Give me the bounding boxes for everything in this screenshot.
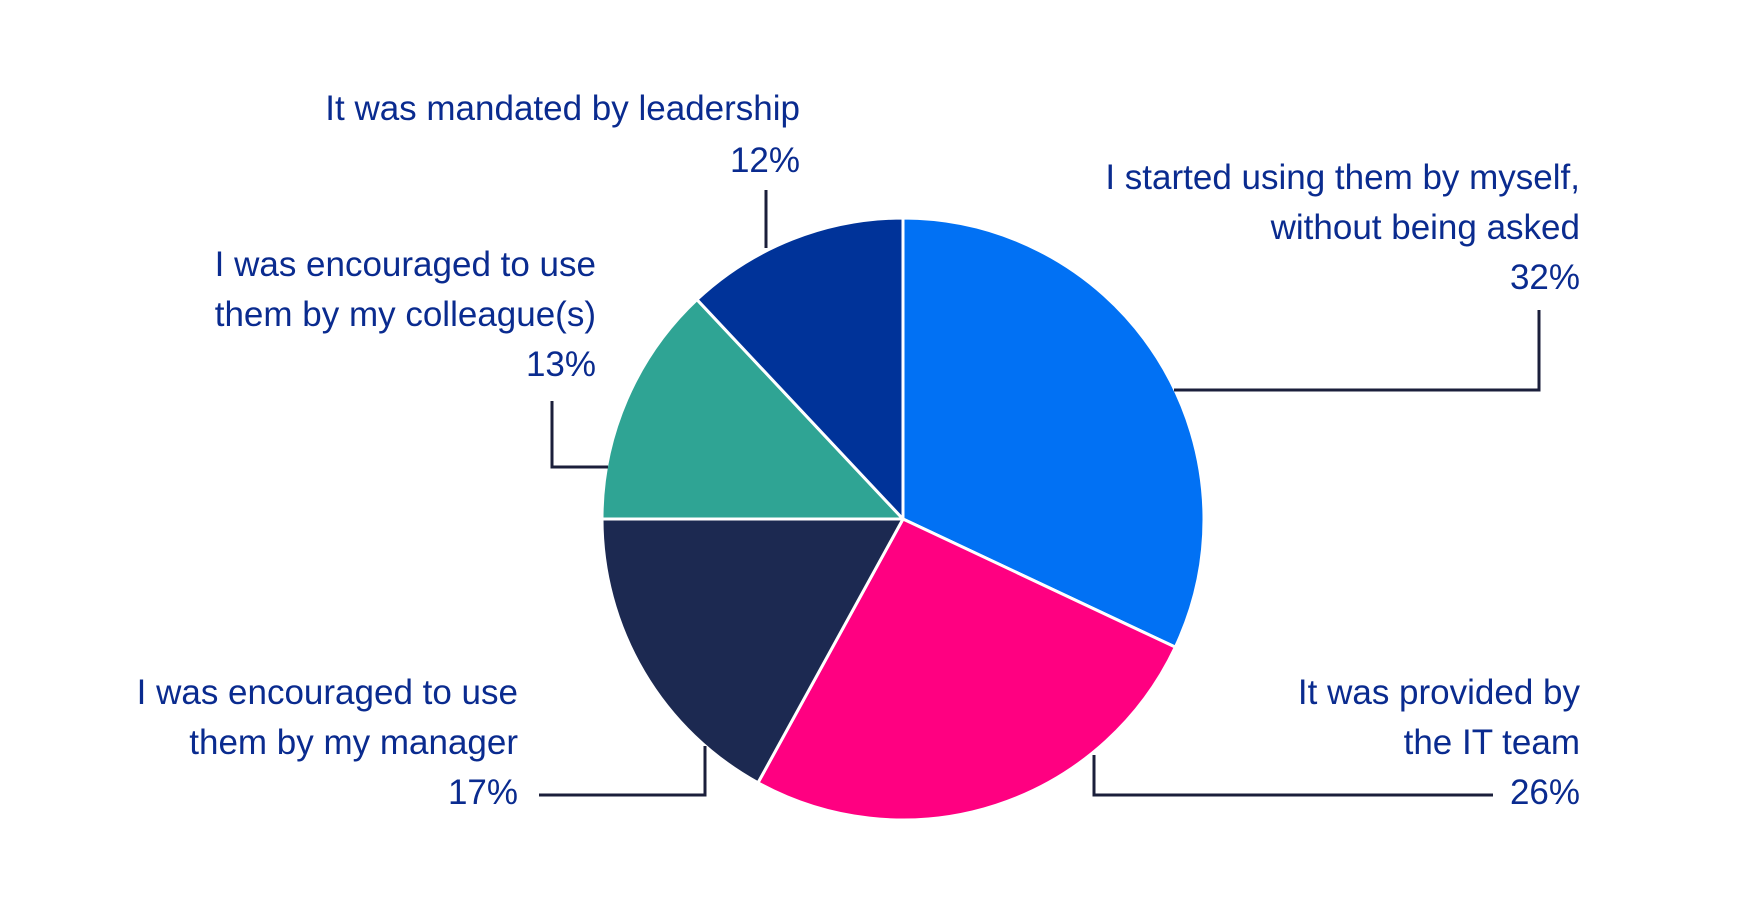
slice-label-4-line-2: them by my colleague(s) [215, 295, 596, 334]
leader-line-4 [550, 401, 608, 469]
slice-percent-1: 32% [1510, 258, 1580, 297]
slice-label-3-line-2: them by my manager [189, 723, 518, 762]
leader-line-2 [1092, 755, 1493, 797]
slice-labels: I started using them by myself, without b… [137, 89, 1581, 812]
slice-percent-2: 26% [1510, 773, 1580, 812]
leader-line-1 [1174, 310, 1541, 392]
slice-label-1-line-1: I started using them by myself, [1105, 158, 1580, 197]
slice-percent-5: 12% [730, 141, 800, 180]
slice-label-4-line-1: I was encouraged to use [215, 245, 596, 284]
slice-label-2-line-2: the IT team [1404, 723, 1580, 762]
leader-line-3 [539, 746, 707, 797]
pie-slices [600, 216, 1206, 822]
pie-slice-5 [695, 216, 905, 521]
slice-label-1-line-2: without being asked [1270, 208, 1580, 247]
pie-slice-4 [600, 298, 905, 521]
pie-slice-3 [600, 517, 905, 785]
pie-slice-1 [901, 216, 1206, 649]
slice-percent-4: 13% [526, 345, 596, 384]
leader-lines [539, 190, 1541, 797]
slice-percent-3: 17% [448, 773, 518, 812]
slice-label-2-line-1: It was provided by [1298, 673, 1581, 712]
slice-label-3-line-1: I was encouraged to use [137, 673, 518, 712]
slice-label-5-line-1: It was mandated by leadership [325, 89, 800, 128]
